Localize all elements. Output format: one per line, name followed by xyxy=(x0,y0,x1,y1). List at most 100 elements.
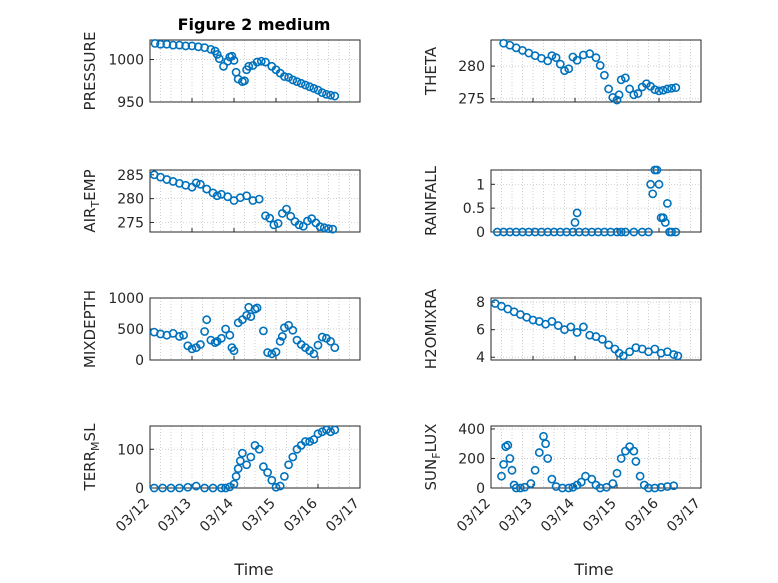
data-point xyxy=(595,483,605,493)
data-point xyxy=(265,213,275,223)
y-tick-label: 1000 xyxy=(108,291,144,307)
data-point xyxy=(309,435,319,444)
data-point xyxy=(300,80,310,90)
subplot-8: 0 200 400 03/12 03/13 03/14 03/15 03/16 03/17 SUN… xyxy=(422,422,704,535)
data-point xyxy=(654,179,664,189)
data-point xyxy=(543,56,553,66)
data-point xyxy=(648,189,658,199)
data-point xyxy=(284,320,293,330)
data-point xyxy=(553,321,563,330)
data-point xyxy=(612,227,622,237)
data-point xyxy=(202,315,212,325)
data-point xyxy=(633,89,643,98)
data-point xyxy=(187,41,197,51)
data-point xyxy=(206,44,216,54)
data-point xyxy=(551,53,561,63)
data-point xyxy=(516,483,525,493)
series-markers xyxy=(492,165,681,237)
data-point xyxy=(616,454,626,463)
y-tick-label: 280 xyxy=(117,192,144,208)
data-point xyxy=(242,310,251,320)
data-point xyxy=(258,462,268,472)
series-markers xyxy=(497,431,679,493)
data-point xyxy=(671,83,681,93)
data-point xyxy=(610,344,620,354)
data-point xyxy=(625,84,634,94)
data-point xyxy=(660,218,670,227)
data-point xyxy=(526,479,536,488)
data-point xyxy=(568,482,578,492)
data-point xyxy=(162,39,172,49)
data-point xyxy=(233,464,243,474)
data-point xyxy=(547,51,557,61)
data-point xyxy=(564,483,574,493)
data-point xyxy=(576,477,586,487)
data-point xyxy=(625,442,634,452)
data-point xyxy=(271,482,281,492)
data-point xyxy=(671,227,681,237)
data-point xyxy=(591,53,601,63)
data-point xyxy=(149,483,159,493)
data-point xyxy=(202,184,212,194)
data-point xyxy=(305,82,314,92)
data-point xyxy=(585,49,595,59)
data-point xyxy=(235,456,245,466)
data-point xyxy=(273,219,283,228)
data-point xyxy=(326,427,335,437)
axes-box xyxy=(149,39,361,103)
data-point xyxy=(288,325,298,335)
x-tick-label: 03/16 xyxy=(622,495,662,535)
figure-title: Figure 2 medium xyxy=(178,15,331,34)
data-point xyxy=(156,39,165,49)
data-point xyxy=(244,61,254,71)
x-tick-label: 03/17 xyxy=(664,496,704,536)
data-point xyxy=(562,227,571,237)
axes-box xyxy=(490,39,702,103)
data-point xyxy=(229,346,239,356)
data-point xyxy=(282,204,291,214)
data-point xyxy=(191,178,201,188)
data-point xyxy=(292,77,302,87)
data-point xyxy=(330,343,340,352)
data-point xyxy=(593,227,603,237)
data-point xyxy=(315,222,325,232)
data-point xyxy=(240,76,249,86)
y-tick-label: 285 xyxy=(117,168,144,184)
data-point xyxy=(555,227,565,237)
data-point xyxy=(650,85,660,94)
data-point xyxy=(505,454,515,463)
data-point xyxy=(158,483,167,493)
data-point xyxy=(587,227,597,237)
y-tick-label: 275 xyxy=(458,92,485,108)
y-tick-label: 1 xyxy=(476,177,485,193)
data-point xyxy=(549,227,559,237)
y-tick-label: 950 xyxy=(117,95,144,111)
data-point xyxy=(252,303,262,313)
y-tick-label: 6 xyxy=(476,323,485,339)
data-point xyxy=(223,56,233,66)
data-point xyxy=(637,227,647,237)
axes-box xyxy=(490,297,702,361)
data-point xyxy=(216,333,226,343)
x-tick-label: 03/14 xyxy=(538,495,578,535)
data-point xyxy=(263,468,272,477)
data-point xyxy=(511,227,521,237)
data-point xyxy=(564,64,574,74)
data-point xyxy=(200,327,209,336)
data-point xyxy=(305,437,314,446)
y-tick-label: 0 xyxy=(135,353,144,369)
data-point xyxy=(174,332,184,341)
data-point xyxy=(635,471,645,481)
data-point xyxy=(650,344,660,354)
data-point xyxy=(294,220,304,230)
data-point xyxy=(193,42,203,52)
series-markers xyxy=(499,38,681,105)
data-point xyxy=(499,227,508,237)
data-point xyxy=(574,227,584,237)
data-point xyxy=(616,227,626,237)
data-point xyxy=(499,459,508,469)
data-point xyxy=(221,324,230,334)
data-point xyxy=(275,481,285,491)
data-point xyxy=(608,479,618,488)
